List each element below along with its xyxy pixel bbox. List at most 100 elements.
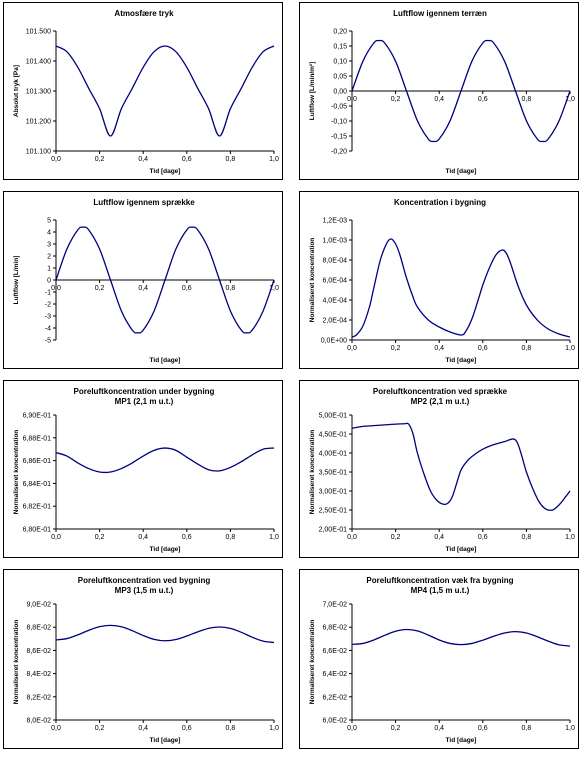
x-tick-label: 0,8 [226,534,236,541]
x-axis-label: Tid [dage] [150,546,181,553]
y-tick-label: 4 [47,230,51,237]
series-line [55,447,275,474]
x-tick-label: 0,6 [478,725,488,732]
x-tick-label: 1,0 [565,725,575,732]
x-tick-label: 1,0 [269,285,279,292]
y-tick-label: -4 [45,326,51,333]
y-tick-label: 0,05 [333,74,347,81]
y-tick-label: 6,2E-02 [322,694,347,701]
y-tick-label: 3 [47,242,51,249]
y-tick-label: 3,50E-01 [319,470,348,477]
y-tick-label: 6,8E-02 [322,625,347,632]
chart-panel-indoor-concentration: Koncentration i bygning 0,0E+00 2,0E-04 4,0… [299,191,579,369]
x-tick-label: 1,0 [565,96,575,103]
y-axis-label: Normaliseret koncentration [13,620,20,705]
x-axis-label: Tid [dage] [446,357,477,364]
y-tick-label: 8,0E-02 [26,718,51,725]
y-axis-label: Normaliseret koncentration [13,430,20,515]
y-tick-label: 101.500 [26,29,51,36]
x-tick-label: 0,8 [226,725,236,732]
x-tick-label: 1,0 [565,345,575,352]
x-axis-label: Tid [dage] [150,357,181,364]
y-tick-label: 6,0E-04 [322,278,347,285]
y-tick-label: -1 [45,290,51,297]
y-tick-label: 5,00E-01 [319,413,348,420]
x-tick-label: 1,0 [269,534,279,541]
y-tick-label: -2 [45,302,51,309]
y-tick-label: 1,2E-03 [322,218,347,225]
chart-svg: Atmosfære tryk 101.100 101.200 101.300 101.4… [13,9,279,175]
x-tick-label: 0,4 [138,285,148,292]
x-tick-label: 0,8 [522,96,532,103]
chart-title: Poreluftkoncentration under bygning [74,387,215,396]
y-tick-label: 6,82E-01 [23,504,52,511]
y-tick-label: -0,10 [331,119,347,126]
chart-panel-airflow-soil: Luftflow igennem terræn -0,20 -0,15 -0,10 -0… [299,2,579,180]
x-tick-label: 0,4 [434,96,444,103]
y-tick-label: 6,80E-01 [23,527,52,534]
x-tick-label: 0,6 [182,725,192,732]
x-tick-label: 0,0 [51,285,61,292]
chart-subtitle: MP3 (1,5 m u.t.) [115,586,174,595]
y-tick-label: -3 [45,314,51,321]
y-tick-label: 6,4E-02 [322,671,347,678]
x-tick-label: 0,2 [391,725,401,732]
y-tick-label: 101.400 [26,59,51,66]
chart-svg: Luftflow igennem sprække -5 -4 -3 -2 -1 0 1 2 3 4 5… [13,198,279,364]
x-tick-label: 0,8 [522,345,532,352]
series-line [55,624,275,644]
y-axis-label: Absolut tryk [Pa] [13,65,20,117]
chart-svg: Poreluftkoncentration væk fra bygningMP4… [309,576,575,744]
y-tick-label: 7,0E-02 [322,602,347,609]
chart-panel-atmospheric-pressure: Atmosfære tryk 101.100 101.200 101.300 101.4… [3,2,283,180]
y-tick-label: 6,84E-01 [23,481,52,488]
chart-title: Koncentration i bygning [394,198,486,207]
y-tick-label: 2,0E-04 [322,318,347,325]
x-tick-label: 0,8 [522,725,532,732]
chart-subtitle: MP4 (1,5 m u.t.) [411,586,470,595]
x-tick-label: 0,4 [138,156,148,163]
x-tick-label: 0,6 [182,534,192,541]
chart-panel-airflow-crack: Luftflow igennem sprække -5 -4 -3 -2 -1 0 1 2 3 4 5… [3,191,283,369]
chart-svg: Koncentration i bygning 0,0E+00 2,0E-04 4,0… [309,198,575,364]
x-tick-label: 0,2 [391,534,401,541]
x-tick-label: 0,8 [226,285,236,292]
x-tick-label: 0,6 [478,345,488,352]
x-tick-label: 0,0 [51,725,61,732]
y-axis-label: Luftflow [L/min/m²] [309,62,316,120]
y-tick-label: 101.300 [26,89,51,96]
y-tick-label: 8,8E-02 [26,625,51,632]
x-tick-label: 0,4 [434,345,444,352]
x-axis-label: Tid [dage] [446,168,477,175]
y-tick-label: 6,86E-01 [23,458,52,465]
y-tick-label: 101.100 [26,149,51,156]
x-tick-label: 0,2 [95,725,105,732]
x-axis-label: Tid [dage] [446,546,477,553]
chart-svg: Luftflow igennem terræn -0,20 -0,15 -0,10 -0… [309,9,575,175]
x-axis-label: Tid [dage] [446,737,477,744]
chart-panel-mp2: Poreluftkoncentration ved sprække MP2 (2,… [299,380,579,558]
x-tick-label: 0,6 [182,285,192,292]
chart-title: Poreluftkoncentration væk fra bygning [366,576,513,585]
chart-title: Luftflow igennem terræn [393,9,487,18]
series-line [55,45,275,137]
y-tick-label: 1 [47,266,51,273]
x-tick-label: 0,0 [347,725,357,732]
x-tick-label: 0,6 [478,534,488,541]
y-tick-label: 0,10 [333,59,347,66]
x-tick-label: 0,8 [226,156,236,163]
y-tick-label: 4,0E-04 [322,298,347,305]
y-axis-label: Normaliseret koncentration [309,238,316,323]
x-tick-label: 0,2 [391,96,401,103]
chart-title: Poreluftkoncentration ved bygning [78,576,211,585]
y-tick-label: 6,88E-01 [23,435,52,442]
y-tick-label: -0,20 [331,149,347,156]
y-axis-label: Luftflow [L/min] [13,256,20,305]
x-tick-label: 0,6 [182,156,192,163]
series-line [55,226,275,334]
x-tick-label: 0,2 [391,345,401,352]
y-tick-label: 5 [47,218,51,225]
x-tick-label: 0,0 [51,534,61,541]
y-tick-label: 3,00E-01 [319,489,348,496]
